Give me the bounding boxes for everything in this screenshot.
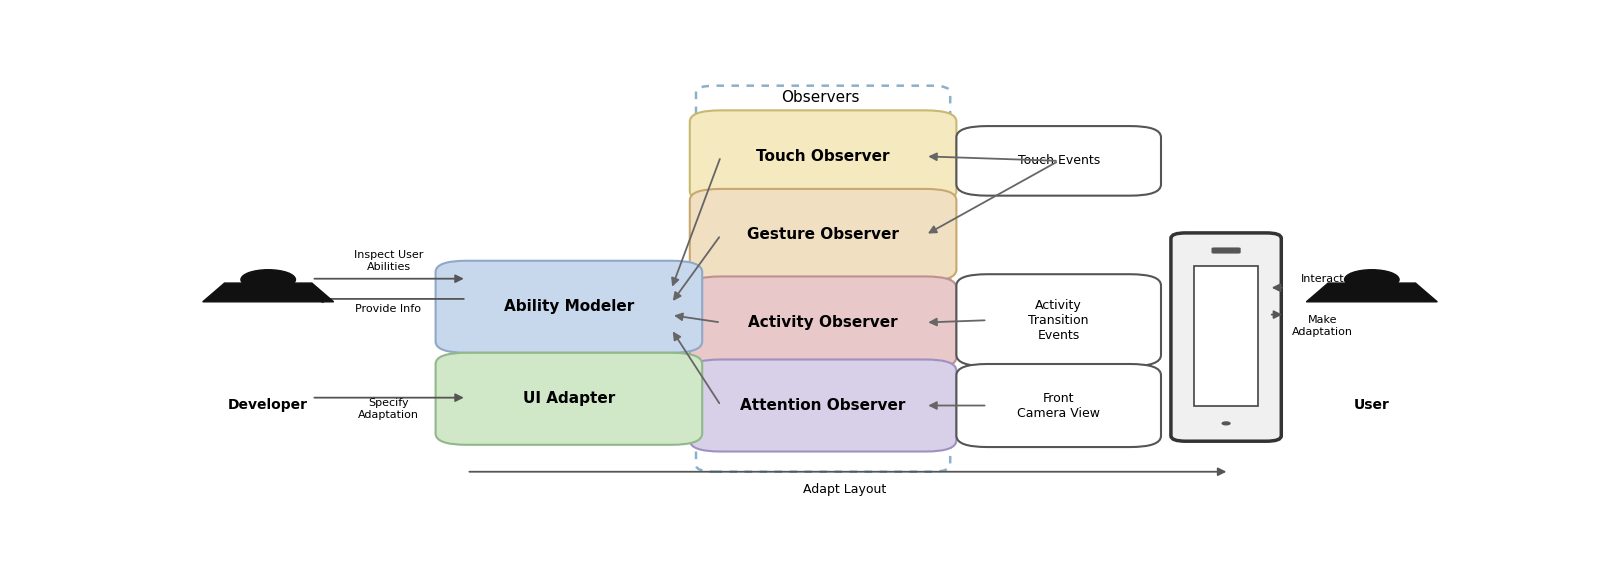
Text: Activity Observer: Activity Observer: [749, 315, 898, 330]
Text: User: User: [1354, 398, 1390, 412]
Text: Specify
Adaptation: Specify Adaptation: [358, 398, 419, 420]
Text: Touch Events: Touch Events: [1018, 154, 1099, 167]
Text: Attention Observer: Attention Observer: [741, 398, 906, 413]
Text: Developer: Developer: [229, 398, 309, 412]
FancyBboxPatch shape: [435, 261, 702, 353]
Text: Gesture Observer: Gesture Observer: [747, 227, 899, 243]
FancyBboxPatch shape: [957, 126, 1162, 196]
Text: Inspect User
Abilities: Inspect User Abilities: [354, 250, 422, 272]
FancyBboxPatch shape: [690, 276, 957, 368]
Circle shape: [242, 270, 296, 290]
Text: Touch Observer: Touch Observer: [757, 149, 890, 164]
Text: Activity
Transition
Events: Activity Transition Events: [1029, 298, 1090, 342]
Polygon shape: [203, 283, 334, 302]
Text: Observers: Observers: [781, 90, 859, 105]
FancyBboxPatch shape: [1171, 233, 1282, 441]
Circle shape: [1222, 422, 1230, 425]
FancyBboxPatch shape: [690, 189, 957, 281]
Polygon shape: [1306, 283, 1437, 302]
Text: Make
Adaptation: Make Adaptation: [1291, 315, 1352, 336]
FancyBboxPatch shape: [1194, 266, 1258, 406]
FancyBboxPatch shape: [435, 353, 702, 445]
FancyBboxPatch shape: [1211, 247, 1240, 254]
Text: UI Adapter: UI Adapter: [523, 391, 614, 406]
FancyBboxPatch shape: [690, 110, 957, 202]
Circle shape: [1344, 270, 1398, 290]
Text: Provide Info: Provide Info: [355, 304, 421, 314]
FancyBboxPatch shape: [690, 360, 957, 451]
Text: Ability Modeler: Ability Modeler: [504, 299, 634, 314]
FancyBboxPatch shape: [957, 364, 1162, 447]
Text: Adapt Layout: Adapt Layout: [803, 483, 886, 496]
Text: Front
Camera View: Front Camera View: [1018, 392, 1101, 420]
FancyBboxPatch shape: [957, 274, 1162, 366]
Text: Interact: Interact: [1301, 273, 1344, 284]
